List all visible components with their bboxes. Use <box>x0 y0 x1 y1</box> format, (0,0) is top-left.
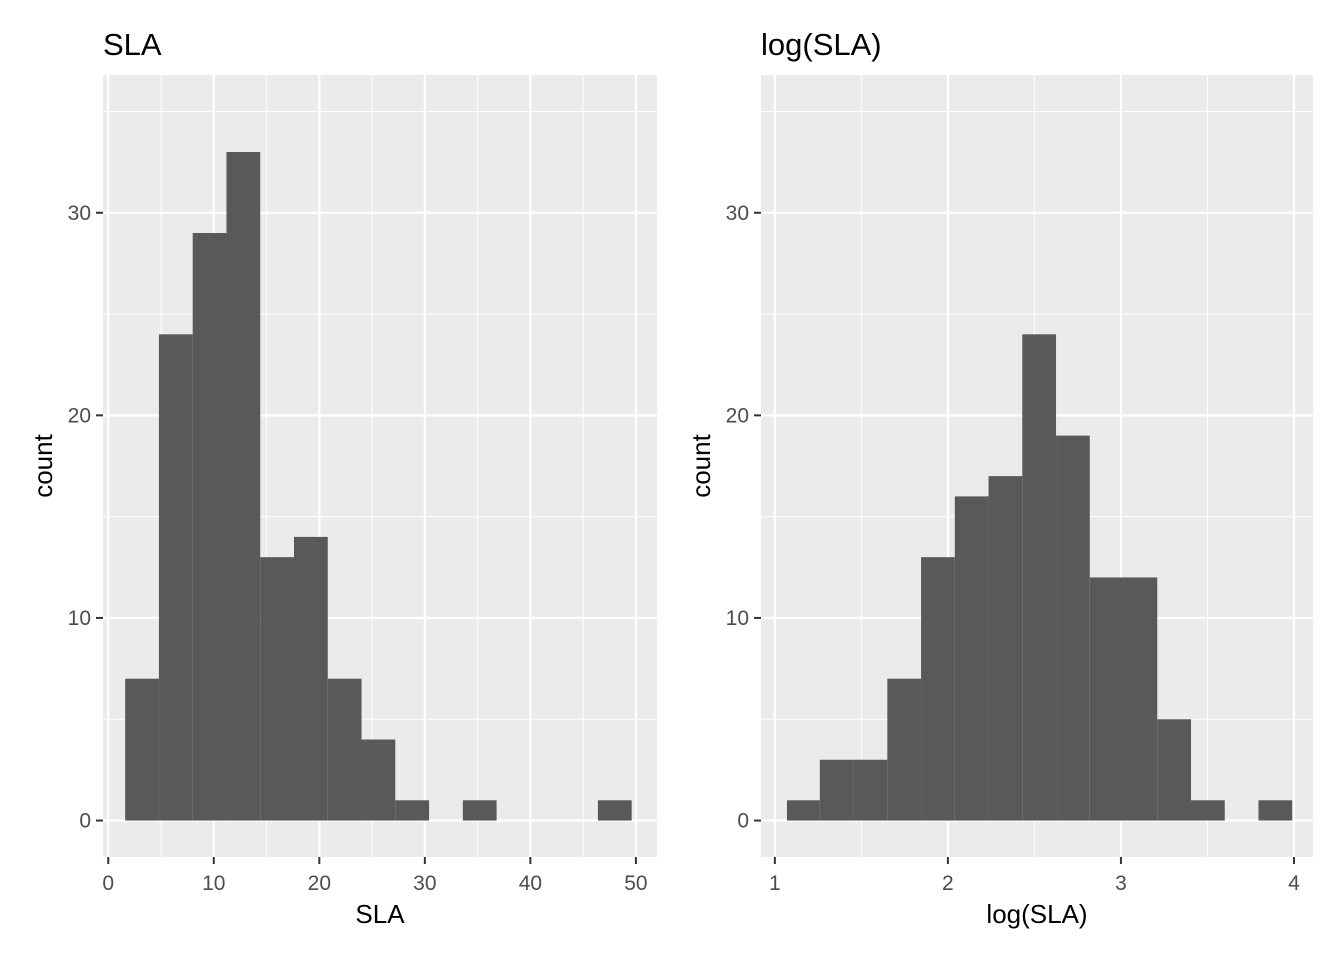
histogram-bar <box>125 678 159 821</box>
x-axis-title: log(SLA) <box>986 899 1087 929</box>
y-tick-label: 30 <box>68 202 91 225</box>
x-tick-label: 3 <box>1115 872 1127 895</box>
y-axis: 0 10 20 30 <box>68 202 103 833</box>
histogram-bars <box>125 151 632 821</box>
histogram-sla: SLA 0 10 20 30 0 10 20 30 40 50 SLA count <box>28 27 657 929</box>
histogram-bar <box>819 759 854 821</box>
y-axis-title: count <box>686 433 716 497</box>
histogram-bar <box>1191 800 1225 821</box>
x-axis-title: SLA <box>355 899 405 929</box>
histogram-bar <box>1123 577 1158 821</box>
x-tick-label: 50 <box>624 872 647 895</box>
histogram-bar <box>226 151 261 821</box>
histogram-bar <box>293 536 328 821</box>
x-axis: 0 10 20 30 40 50 <box>102 857 648 895</box>
histogram-bar <box>158 334 193 821</box>
y-axis: 0 10 20 30 <box>726 202 761 833</box>
chart-title: log(SLA) <box>761 27 882 62</box>
histogram-bar <box>1258 800 1293 821</box>
histogram-bar <box>954 496 989 821</box>
histogram-bar <box>1157 719 1192 821</box>
histogram-bar <box>887 678 922 821</box>
x-axis: 1 2 3 4 <box>769 857 1300 895</box>
histogram-bar <box>597 800 632 821</box>
histogram-bar <box>395 800 430 821</box>
y-tick-label: 20 <box>68 404 91 427</box>
histogram-bar <box>462 800 497 821</box>
x-tick-label: 4 <box>1288 872 1300 895</box>
x-tick-label: 10 <box>202 872 225 895</box>
y-axis-title: count <box>28 433 58 497</box>
histogram-bar <box>1089 577 1124 821</box>
y-tick-label: 10 <box>68 607 91 630</box>
x-tick-label: 2 <box>942 872 954 895</box>
y-tick-label: 10 <box>726 607 749 630</box>
x-tick-label: 0 <box>102 872 114 895</box>
y-tick-label: 20 <box>726 404 749 427</box>
histogram-log-sla: log(SLA) 0 10 20 30 1 2 3 4 log(SLA) count <box>686 27 1313 929</box>
histogram-bars <box>786 334 1293 821</box>
histogram-bar <box>988 476 1023 821</box>
x-tick-label: 40 <box>519 872 542 895</box>
histogram-bar <box>192 233 227 821</box>
x-tick-label: 1 <box>769 872 781 895</box>
histogram-bar <box>327 678 362 821</box>
x-tick-label: 30 <box>413 872 436 895</box>
chart-title: SLA <box>103 27 162 62</box>
histogram-bar <box>260 557 294 821</box>
histogram-bar <box>921 557 955 821</box>
histogram-bar <box>786 800 820 821</box>
y-tick-label: 30 <box>726 202 749 225</box>
y-tick-label: 0 <box>737 810 749 833</box>
histogram-bar <box>1056 435 1090 821</box>
x-tick-label: 20 <box>308 872 331 895</box>
histogram-bar <box>853 759 888 821</box>
y-tick-label: 0 <box>79 810 91 833</box>
histogram-bar <box>1022 334 1057 821</box>
histogram-bar <box>361 739 396 821</box>
